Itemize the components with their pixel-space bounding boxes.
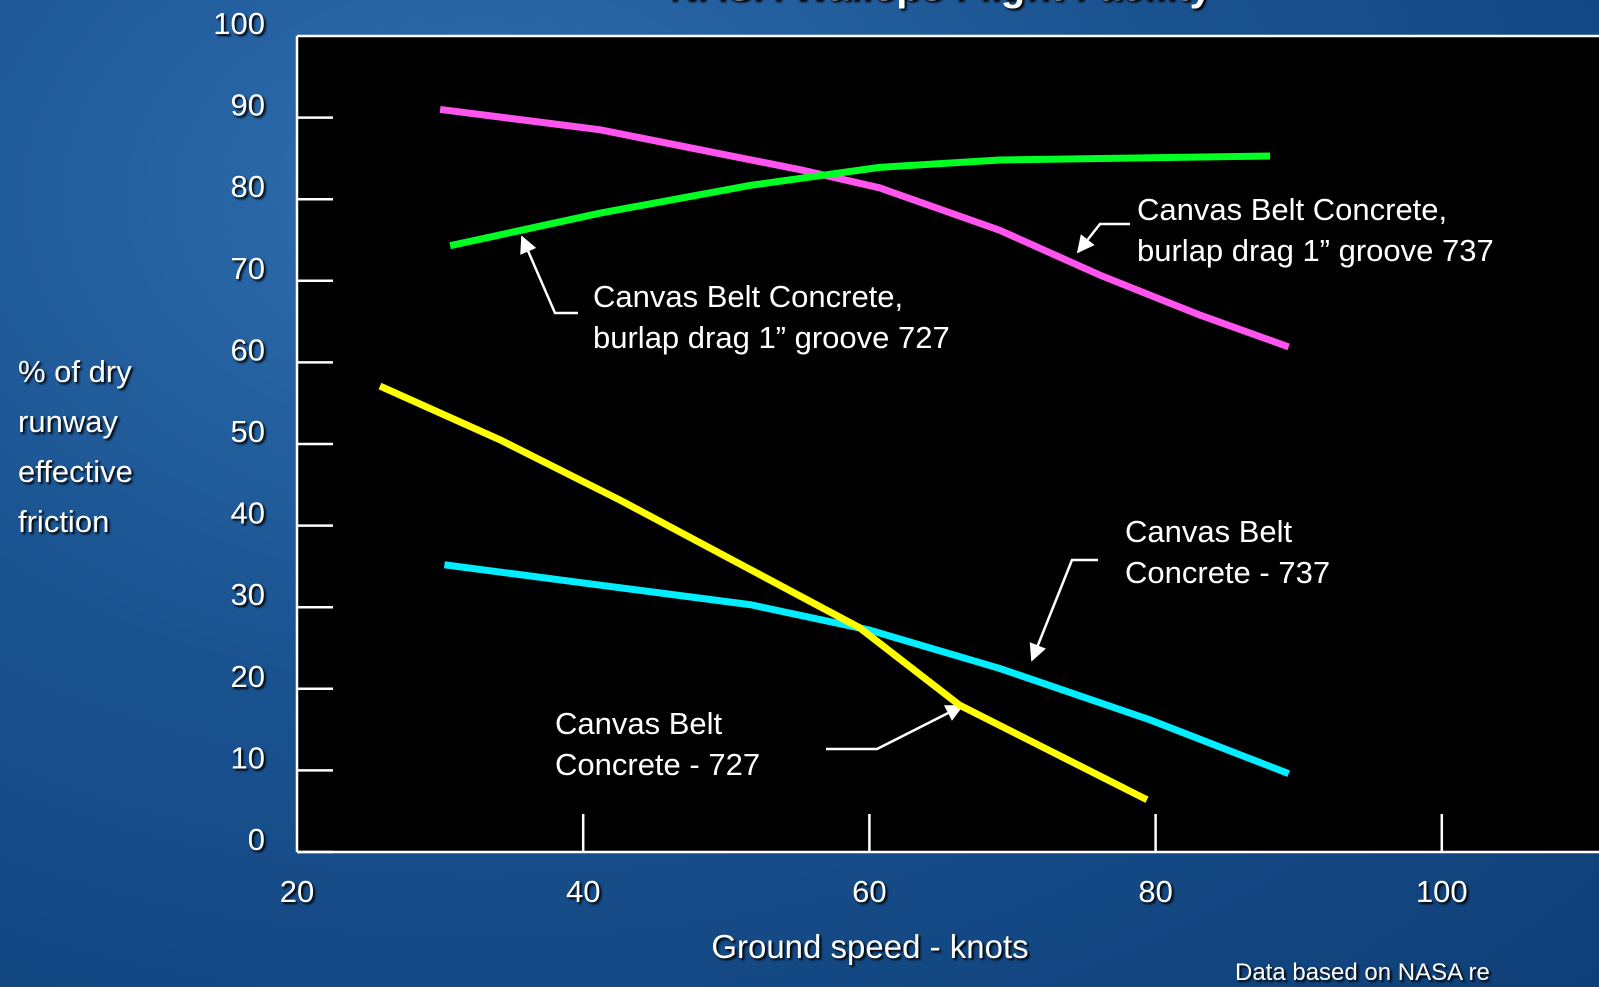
x-tick-label: 100 xyxy=(1416,874,1468,909)
y-tick-label: 10 xyxy=(231,740,265,775)
line xyxy=(449,152,1271,250)
x-axis-label: Ground speed - knots xyxy=(711,928,1028,965)
y-tick-label: 100 xyxy=(213,6,265,41)
y-tick-label: 30 xyxy=(231,577,265,612)
y-tick-label: 70 xyxy=(231,251,265,286)
y-axis-label: % of dry xyxy=(18,354,132,389)
y-tick-label: 50 xyxy=(231,414,265,449)
series-label: Canvas Belt xyxy=(1125,514,1293,549)
x-tick-label: 80 xyxy=(1138,874,1172,909)
leader xyxy=(1029,558,1098,662)
series-label: burlap drag 1” groove 737 xyxy=(1137,233,1494,268)
y-tick-label: 80 xyxy=(231,169,265,204)
y-axis-label: friction xyxy=(18,504,109,539)
y-axis-label: effective xyxy=(18,454,133,489)
series-label: Canvas Belt Concrete, xyxy=(1137,192,1447,227)
leader xyxy=(1076,222,1130,254)
line xyxy=(439,105,1290,351)
leader xyxy=(826,704,964,751)
series-label: burlap drag 1” groove 727 xyxy=(593,320,950,355)
x-tick-label: 20 xyxy=(280,874,314,909)
y-axis-label: runway xyxy=(18,404,118,439)
series-label: Concrete - 737 xyxy=(1125,555,1330,590)
series-label: Concrete - 727 xyxy=(555,747,760,782)
line xyxy=(378,382,1149,803)
y-tick-label: 20 xyxy=(231,659,265,694)
x-tick-label: 60 xyxy=(852,874,886,909)
y-tick-label: 90 xyxy=(231,88,265,123)
series-label: Canvas Belt xyxy=(555,706,723,741)
y-tick-label: 60 xyxy=(231,332,265,367)
series-label: Canvas Belt Concrete, xyxy=(593,279,903,314)
footnote: Data based on NASA re xyxy=(1235,959,1490,986)
x-tick-label: 40 xyxy=(566,874,600,909)
line xyxy=(443,561,1290,777)
y-tick-label: 40 xyxy=(231,496,265,531)
chart-title: NASA Wallops Flight Facility xyxy=(668,0,1212,9)
y-tick-label: 0 xyxy=(248,822,265,857)
plot-area xyxy=(297,36,1599,852)
leader xyxy=(520,235,578,315)
